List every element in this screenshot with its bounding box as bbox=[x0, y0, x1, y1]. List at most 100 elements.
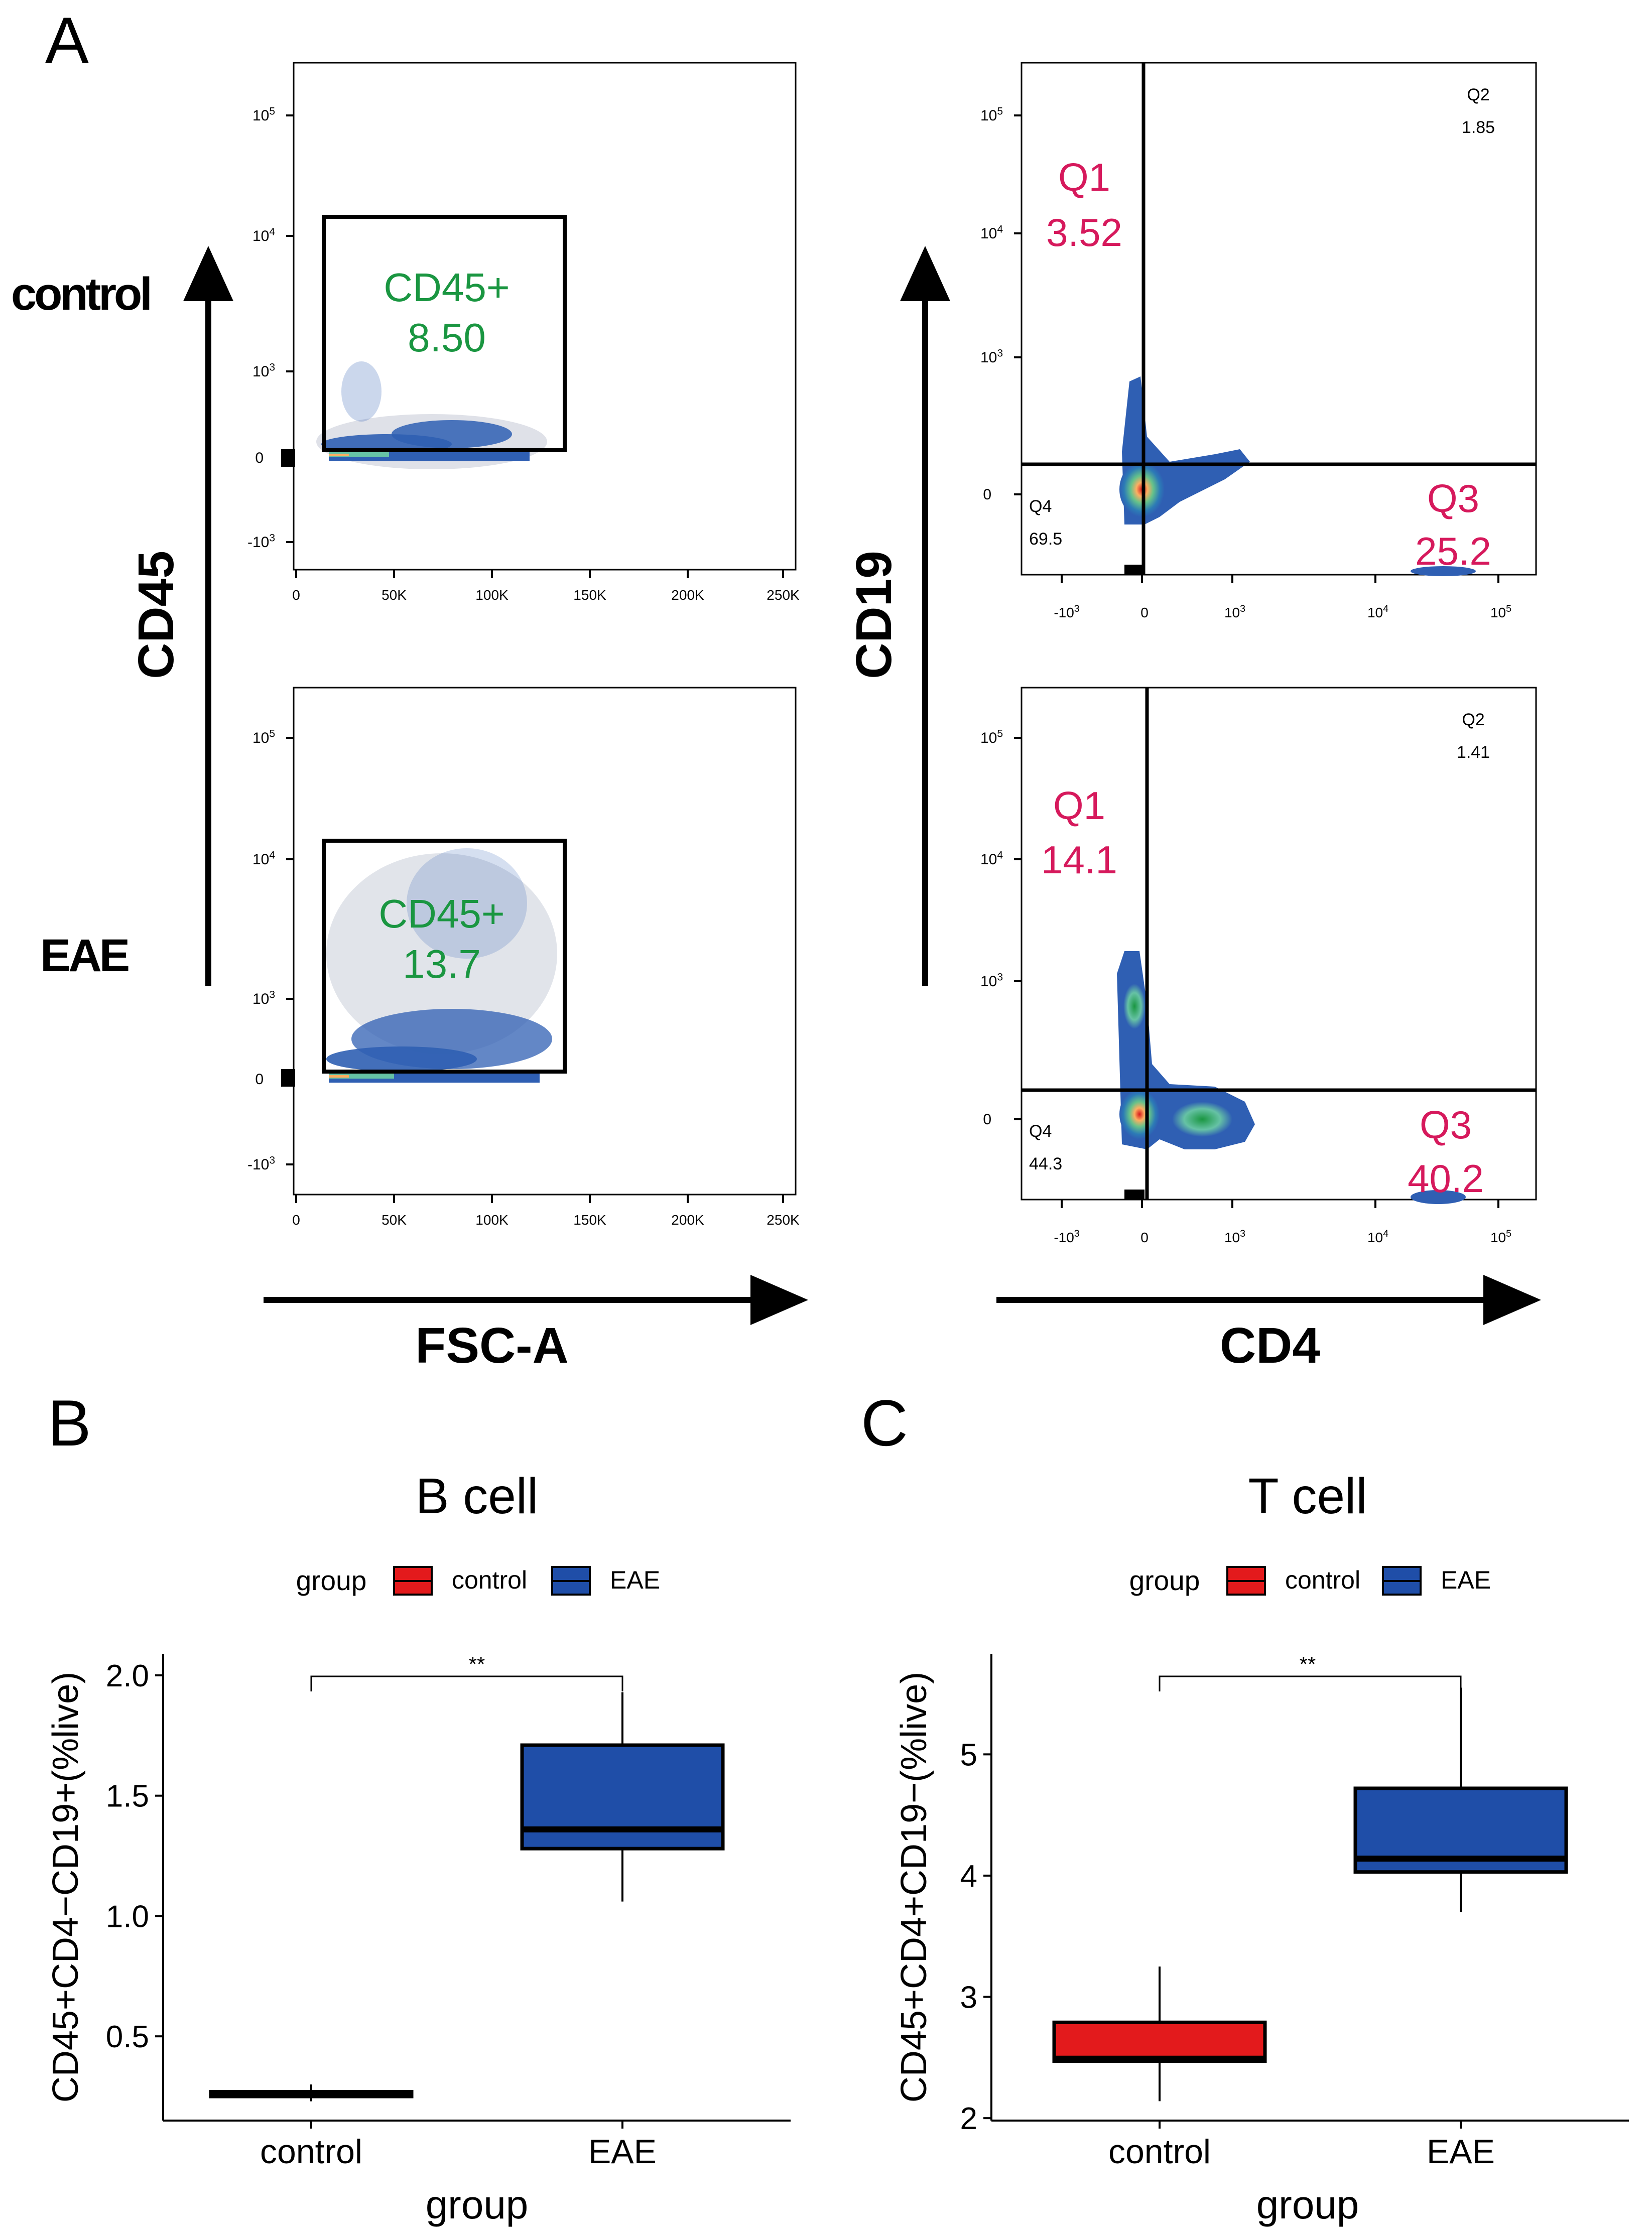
fsc-cd45-plot-eae: 105 104 103 0 -103 0 50K 100K 150K 200K … bbox=[247, 687, 800, 1228]
x-ticks-c: control EAE bbox=[1108, 2121, 1495, 2171]
q3-value-eae: 40.2 bbox=[1408, 1156, 1484, 1201]
gate-value-control: 8.50 bbox=[408, 315, 486, 360]
cd19-ticks-eae: 105 104 103 0 bbox=[980, 728, 1022, 1128]
y-ticks-c: 2 3 4 5 bbox=[960, 1738, 991, 2136]
cd19-tick-label: 103 bbox=[980, 347, 1003, 366]
dot-cloud-eae bbox=[281, 848, 557, 1087]
cd19-tick-label: 105 bbox=[980, 105, 1003, 124]
q1-value-eae: 14.1 bbox=[1041, 838, 1117, 882]
plot-frame bbox=[1021, 687, 1537, 1201]
fsc-tick-label: 200K bbox=[671, 1212, 704, 1228]
q2-value-eae: 1.41 bbox=[1457, 743, 1490, 762]
legend-label-control: control bbox=[452, 1566, 527, 1594]
cd19-tick-label: 103 bbox=[980, 971, 1003, 990]
cd45-tick-label: 104 bbox=[252, 849, 275, 868]
y-tick-label: 1.5 bbox=[106, 1779, 149, 1814]
legend-title: group bbox=[1129, 1565, 1200, 1596]
fsc-tick-label: 50K bbox=[382, 587, 407, 603]
fsc-tick-label: 150K bbox=[573, 1212, 606, 1228]
cd45-tick-label: -103 bbox=[247, 532, 275, 551]
boxes-b bbox=[209, 1692, 725, 2101]
cd4-ticks-control: -103 0 103 104 105 bbox=[1054, 575, 1511, 620]
cd19-tick-label: 0 bbox=[983, 1111, 991, 1128]
fsc-ticks-eae: 0 50K 100K 150K 200K 250K bbox=[292, 1195, 800, 1228]
y-tick-label: 0.5 bbox=[106, 2020, 149, 2054]
row-label-eae: EAE bbox=[40, 930, 129, 981]
y-tick-label: 5 bbox=[960, 1738, 977, 1772]
q1-name-control: Q1 bbox=[1058, 155, 1110, 199]
cd45-gate-control bbox=[322, 215, 567, 452]
panel-label-a: A bbox=[45, 4, 89, 77]
q3-name-control: Q3 bbox=[1427, 476, 1479, 520]
box-control bbox=[1052, 2020, 1267, 2063]
significance-bracket bbox=[1159, 1675, 1462, 1691]
panel-label-b: B bbox=[48, 1386, 91, 1460]
x-tick-label: EAE bbox=[1427, 2133, 1495, 2171]
fsc-tick-label: 100K bbox=[475, 1212, 509, 1228]
box-EAE bbox=[520, 1743, 725, 1851]
x-tick-label: EAE bbox=[588, 2133, 657, 2171]
cd4-ticks-eae: -103 0 103 104 105 bbox=[1054, 1200, 1511, 1245]
fsc-tick-label: 0 bbox=[292, 1212, 300, 1228]
q2-name-eae: Q2 bbox=[1462, 710, 1484, 729]
y-axis-label-c: CD45+CD4+CD19−(%live) bbox=[894, 1672, 934, 2102]
q1-value-control: 3.52 bbox=[1046, 210, 1122, 254]
cd4-cd19-plot-control: 105 104 103 0 -103 0 103 104 105 bbox=[980, 62, 1537, 620]
chart-title-b: B cell bbox=[416, 1468, 539, 1524]
x-ticks-b: control EAE bbox=[260, 2121, 657, 2171]
q2-value-control: 1.85 bbox=[1462, 118, 1495, 137]
q4-name-control: Q4 bbox=[1029, 497, 1052, 516]
significance-b: ** bbox=[310, 1652, 623, 1691]
density-cloud-eae bbox=[1117, 951, 1466, 1204]
x-axis-label-c: group bbox=[1256, 2182, 1359, 2227]
cd19-tick-label: 105 bbox=[980, 728, 1003, 746]
q3-name-eae: Q3 bbox=[1420, 1103, 1472, 1147]
fsc-tick-label: 150K bbox=[573, 587, 606, 603]
y-tick-label: 2 bbox=[960, 2101, 977, 2136]
gate-value-eae: 13.7 bbox=[403, 942, 481, 986]
fsc-tick-label: 50K bbox=[382, 1212, 407, 1228]
cd4-tick-label: 0 bbox=[1140, 1230, 1149, 1245]
cd4-tick-label: 105 bbox=[1490, 603, 1511, 620]
q1-name-eae: Q1 bbox=[1053, 783, 1105, 828]
cd4-tick-label: -103 bbox=[1054, 1228, 1079, 1245]
cd45-tick-label: 0 bbox=[255, 1071, 264, 1088]
cd45-tick-label: 0 bbox=[255, 450, 264, 466]
fsc-ticks-control: 0 50K 100K 150K 200K 250K bbox=[292, 570, 800, 603]
x-tick-label: control bbox=[1108, 2133, 1211, 2171]
fsc-axis-label: FSC-A bbox=[415, 1318, 569, 1374]
plot-frame bbox=[293, 687, 797, 1196]
significance-label: ** bbox=[1300, 1652, 1316, 1676]
cd19-tick-label: 0 bbox=[983, 486, 991, 503]
dot-cloud-control bbox=[281, 361, 547, 469]
gate-name-eae: CD45+ bbox=[378, 891, 504, 936]
cd45-tick-label: 103 bbox=[252, 989, 275, 1007]
cd19-arrowhead bbox=[900, 246, 950, 301]
q4-value-eae: 44.3 bbox=[1029, 1154, 1062, 1173]
gate-name-control: CD45+ bbox=[384, 265, 510, 310]
row-label-control: control bbox=[11, 269, 150, 320]
significance-bracket bbox=[310, 1675, 623, 1691]
legend-title: group bbox=[296, 1565, 367, 1596]
cd4-tick-label: -103 bbox=[1054, 603, 1079, 620]
legend-label-eae: EAE bbox=[610, 1566, 660, 1594]
plot-frame bbox=[293, 62, 797, 571]
cd45-ticks-eae: 105 104 103 0 -103 bbox=[247, 728, 294, 1173]
legend-b: group control EAE bbox=[296, 1565, 660, 1596]
y-ticks-b: 0.5 1.0 1.5 2.0 bbox=[106, 1659, 163, 2054]
y-tick-label: 3 bbox=[960, 1981, 977, 2015]
cd45-axis-label: CD45 bbox=[128, 551, 184, 679]
cd19-tick-label: 104 bbox=[980, 849, 1003, 868]
legend-c: group control EAE bbox=[1129, 1565, 1491, 1596]
boxes-c bbox=[1052, 1687, 1568, 2101]
y-axis-label-b: CD45+CD4−CD19+(%live) bbox=[46, 1672, 86, 2102]
legend-label-eae: EAE bbox=[1441, 1566, 1491, 1594]
fsc-cd45-plot-control: 105 104 103 0 -103 0 50K 100K 150K 200K … bbox=[247, 62, 800, 603]
fsc-tick-label: 250K bbox=[767, 1212, 800, 1228]
cd4-tick-label: 104 bbox=[1367, 1228, 1388, 1245]
y-tick-label: 4 bbox=[960, 1859, 977, 1894]
cd45-ticks-control: 105 104 103 0 -103 bbox=[247, 105, 294, 551]
x-axis-label-b: group bbox=[426, 2182, 529, 2227]
cd4-tick-label: 103 bbox=[1224, 1228, 1245, 1245]
